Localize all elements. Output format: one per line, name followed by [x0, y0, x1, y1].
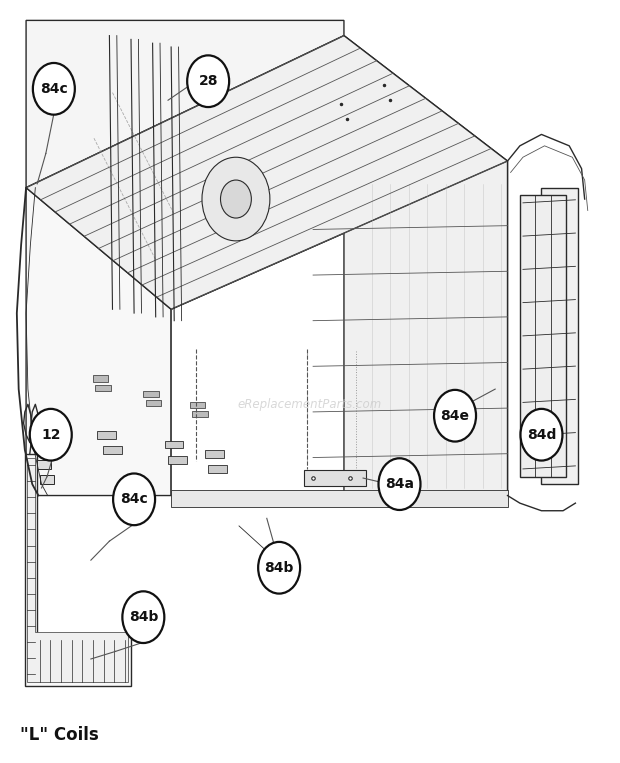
Bar: [541, 188, 578, 485]
Text: 12: 12: [41, 428, 61, 442]
Text: 84b: 84b: [265, 561, 294, 575]
Bar: [168, 456, 187, 464]
Circle shape: [33, 63, 75, 114]
Bar: [97, 431, 115, 439]
Bar: [143, 391, 159, 397]
Bar: [520, 195, 566, 477]
Polygon shape: [27, 458, 128, 682]
Bar: [104, 446, 122, 454]
Circle shape: [30, 409, 72, 461]
Text: 28: 28: [198, 74, 218, 89]
Text: 84c: 84c: [120, 492, 148, 507]
Polygon shape: [26, 36, 508, 309]
Polygon shape: [26, 188, 171, 495]
Circle shape: [187, 56, 229, 107]
Bar: [304, 470, 366, 486]
Circle shape: [379, 459, 420, 510]
Bar: [95, 385, 110, 391]
Circle shape: [221, 180, 251, 218]
Polygon shape: [171, 161, 508, 495]
Polygon shape: [25, 454, 131, 686]
Bar: [190, 402, 205, 408]
Bar: [93, 375, 108, 382]
Circle shape: [122, 591, 164, 643]
Bar: [40, 475, 54, 485]
Text: 84a: 84a: [385, 477, 414, 491]
Bar: [37, 460, 51, 469]
Text: eReplacementParts.com: eReplacementParts.com: [238, 398, 382, 410]
Circle shape: [520, 409, 562, 461]
Bar: [192, 411, 208, 417]
Text: 84e: 84e: [441, 409, 469, 423]
Circle shape: [113, 474, 155, 525]
Text: "L" Coils: "L" Coils: [20, 726, 99, 744]
Bar: [171, 490, 508, 507]
Circle shape: [258, 542, 300, 594]
Bar: [146, 400, 161, 406]
Bar: [165, 441, 184, 449]
Polygon shape: [344, 36, 508, 495]
Polygon shape: [26, 21, 344, 188]
Circle shape: [202, 157, 270, 241]
Text: 84b: 84b: [129, 610, 158, 624]
Bar: [208, 465, 227, 473]
Circle shape: [434, 390, 476, 442]
Text: 84d: 84d: [527, 428, 556, 442]
Bar: [205, 450, 224, 458]
Text: 84c: 84c: [40, 82, 68, 96]
